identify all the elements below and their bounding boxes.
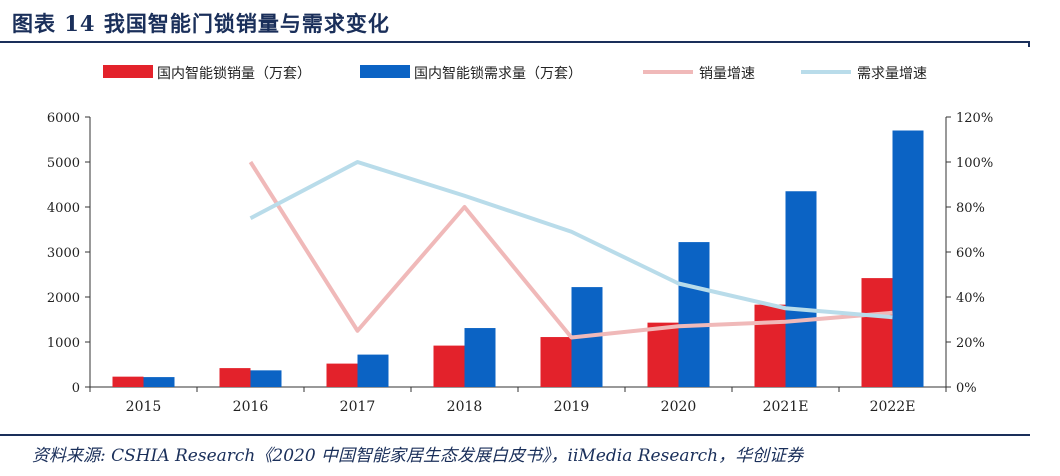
bar-sales	[433, 345, 465, 387]
x-tick-label: 2019	[554, 399, 590, 415]
legend-label: 销量增速	[699, 66, 755, 82]
bar-sales	[861, 278, 893, 387]
y-right-tick-label: 100%	[956, 156, 993, 171]
legend-swatch	[103, 65, 153, 78]
source-note: 资料来源: CSHIA Research《2020 中国智能家居生态发展白皮书》…	[32, 446, 804, 466]
y-left-tick-label: 5000	[47, 156, 80, 171]
bar-sales	[647, 322, 679, 387]
y-left-tick-label: 0	[72, 381, 80, 396]
legend-swatch	[360, 65, 410, 78]
bar-sales	[219, 368, 251, 387]
y-right-tick-label: 40%	[956, 291, 985, 306]
y-right-tick-label: 120%	[956, 111, 993, 126]
bar-sales	[112, 376, 144, 387]
bar-demand	[143, 377, 175, 387]
x-tick-label: 2016	[233, 399, 269, 415]
bar-demand	[250, 370, 282, 387]
sales-growth-line	[248, 160, 893, 340]
y-right-tick-label: 80%	[956, 201, 985, 216]
y-left-tick-label: 3000	[47, 246, 80, 261]
x-tick-label: 2017	[340, 399, 376, 415]
y-left-tick-label: 2000	[47, 291, 80, 306]
y-left-tick-label: 6000	[47, 111, 80, 126]
bar-demand	[678, 242, 710, 387]
title-bar: 图表 14 我国智能门锁销量与需求变化	[0, 0, 1060, 47]
legend-label: 国内智能锁销量（万套）	[157, 66, 311, 82]
legend-label: 需求量增速	[857, 66, 927, 82]
title-divider-end	[1028, 41, 1030, 47]
y-left-tick-label: 4000	[47, 201, 80, 216]
y-right-tick-label: 0%	[956, 381, 977, 396]
y-left-tick-label: 1000	[47, 336, 80, 351]
x-tick-label: 2022E	[870, 399, 916, 415]
legend-label: 国内智能锁需求量（万套）	[414, 66, 582, 82]
x-tick-label: 2021E	[763, 399, 809, 415]
bar-sales	[540, 337, 572, 387]
chart-title: 图表 14 我国智能门锁销量与需求变化	[12, 11, 390, 36]
x-tick-label: 2018	[447, 399, 483, 415]
x-tick-label: 2015	[126, 399, 162, 415]
demand-growth-line	[249, 160, 893, 320]
bar-sales	[326, 363, 358, 387]
title-divider	[0, 41, 1030, 43]
bar-sales	[754, 304, 786, 387]
bar-demand	[785, 191, 817, 387]
x-tick-label: 2020	[661, 399, 697, 415]
bar-demand	[892, 130, 924, 387]
bar-demand	[357, 354, 389, 387]
y-right-tick-label: 20%	[956, 336, 985, 351]
source-divider	[0, 434, 1030, 436]
bar-demand	[464, 328, 496, 387]
y-right-tick-label: 60%	[956, 246, 985, 261]
